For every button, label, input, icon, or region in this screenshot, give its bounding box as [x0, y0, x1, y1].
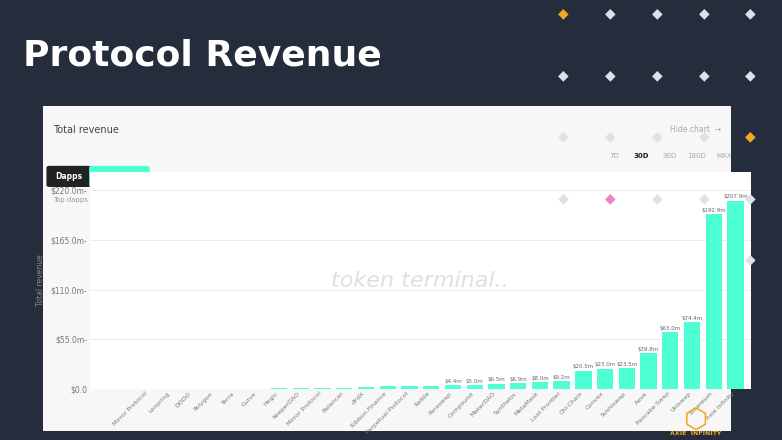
- Bar: [358, 387, 374, 389]
- Bar: [401, 386, 418, 389]
- Text: token terminal..: token terminal..: [332, 271, 509, 290]
- Bar: [488, 384, 504, 389]
- Text: MAX: MAX: [716, 153, 732, 159]
- Text: $63.0m: $63.0m: [660, 326, 681, 331]
- Bar: [576, 371, 591, 389]
- Bar: [662, 332, 679, 389]
- Text: $207.9m: $207.9m: [723, 194, 748, 199]
- Text: 7D: 7D: [609, 153, 619, 159]
- Text: ◆: ◆: [604, 129, 615, 143]
- Text: ◆: ◆: [651, 68, 662, 82]
- Text: 180D: 180D: [687, 153, 706, 159]
- Bar: [292, 388, 309, 389]
- Text: $23.0m: $23.0m: [594, 362, 615, 367]
- Text: ◆: ◆: [698, 68, 709, 82]
- Text: ◆: ◆: [604, 6, 615, 20]
- Bar: [445, 385, 461, 389]
- Text: ◆: ◆: [698, 6, 709, 20]
- Text: ◆: ◆: [651, 191, 662, 205]
- Text: $192.9m: $192.9m: [701, 208, 726, 213]
- Text: ⬡: ⬡: [683, 406, 708, 434]
- Bar: [619, 368, 635, 389]
- Bar: [554, 381, 570, 389]
- Bar: [684, 322, 700, 389]
- Bar: [640, 353, 657, 389]
- Bar: [423, 386, 439, 389]
- Bar: [597, 369, 613, 389]
- Text: $39.8m: $39.8m: [638, 347, 659, 352]
- Text: Blockchains: Blockchains: [94, 172, 145, 181]
- Text: ◆: ◆: [604, 191, 615, 205]
- Text: $6.5m: $6.5m: [487, 377, 505, 382]
- Text: AXIE  INFINITY: AXIE INFINITY: [670, 431, 722, 436]
- Text: ◆: ◆: [558, 191, 569, 205]
- Text: ◆: ◆: [558, 6, 569, 20]
- Text: $5.0m: $5.0m: [466, 378, 483, 384]
- Text: Hide chart  →: Hide chart →: [669, 125, 721, 134]
- Y-axis label: Total revenue: Total revenue: [36, 255, 45, 306]
- Text: $6.9m: $6.9m: [509, 377, 527, 382]
- FancyBboxPatch shape: [89, 166, 149, 187]
- Text: ◆: ◆: [698, 191, 709, 205]
- Text: ◆: ◆: [745, 68, 756, 82]
- Text: ◆: ◆: [745, 191, 756, 205]
- Text: ◆: ◆: [604, 68, 615, 82]
- Text: 30D: 30D: [634, 153, 650, 159]
- Text: $20.5m: $20.5m: [572, 364, 594, 370]
- Text: $23.5m: $23.5m: [616, 362, 637, 367]
- Text: $9.2m: $9.2m: [553, 375, 571, 380]
- Bar: [532, 382, 548, 389]
- Bar: [379, 386, 396, 389]
- Text: ◆: ◆: [745, 6, 756, 20]
- Text: Dapps: Dapps: [56, 172, 82, 181]
- Text: ◆: ◆: [651, 129, 662, 143]
- Text: Protocol Revenue: Protocol Revenue: [23, 38, 382, 72]
- Bar: [314, 388, 331, 389]
- Text: ◆: ◆: [698, 129, 709, 143]
- Text: ◆: ◆: [745, 253, 756, 267]
- Text: Top dapps and blockchains based on cumulative total revenue in the past 30 days.: Top dapps and blockchains based on cumul…: [53, 197, 343, 203]
- Text: ◆: ◆: [558, 129, 569, 143]
- Bar: [336, 388, 353, 389]
- Text: $8.0m: $8.0m: [531, 376, 549, 381]
- Bar: [510, 383, 526, 389]
- Text: 90D: 90D: [662, 153, 676, 159]
- Text: $4.4m: $4.4m: [444, 379, 462, 384]
- Text: Total revenue: Total revenue: [53, 125, 119, 135]
- FancyBboxPatch shape: [46, 166, 91, 187]
- Text: $74.4m: $74.4m: [681, 315, 703, 320]
- Text: ◆: ◆: [558, 68, 569, 82]
- Text: ◆: ◆: [651, 6, 662, 20]
- Bar: [705, 214, 722, 389]
- Text: ◆: ◆: [745, 129, 756, 143]
- Bar: [727, 201, 744, 389]
- Bar: [467, 385, 482, 389]
